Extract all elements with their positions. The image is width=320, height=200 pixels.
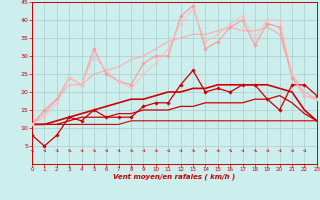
X-axis label: Vent moyen/en rafales ( km/h ): Vent moyen/en rafales ( km/h ) [113,174,236,180]
